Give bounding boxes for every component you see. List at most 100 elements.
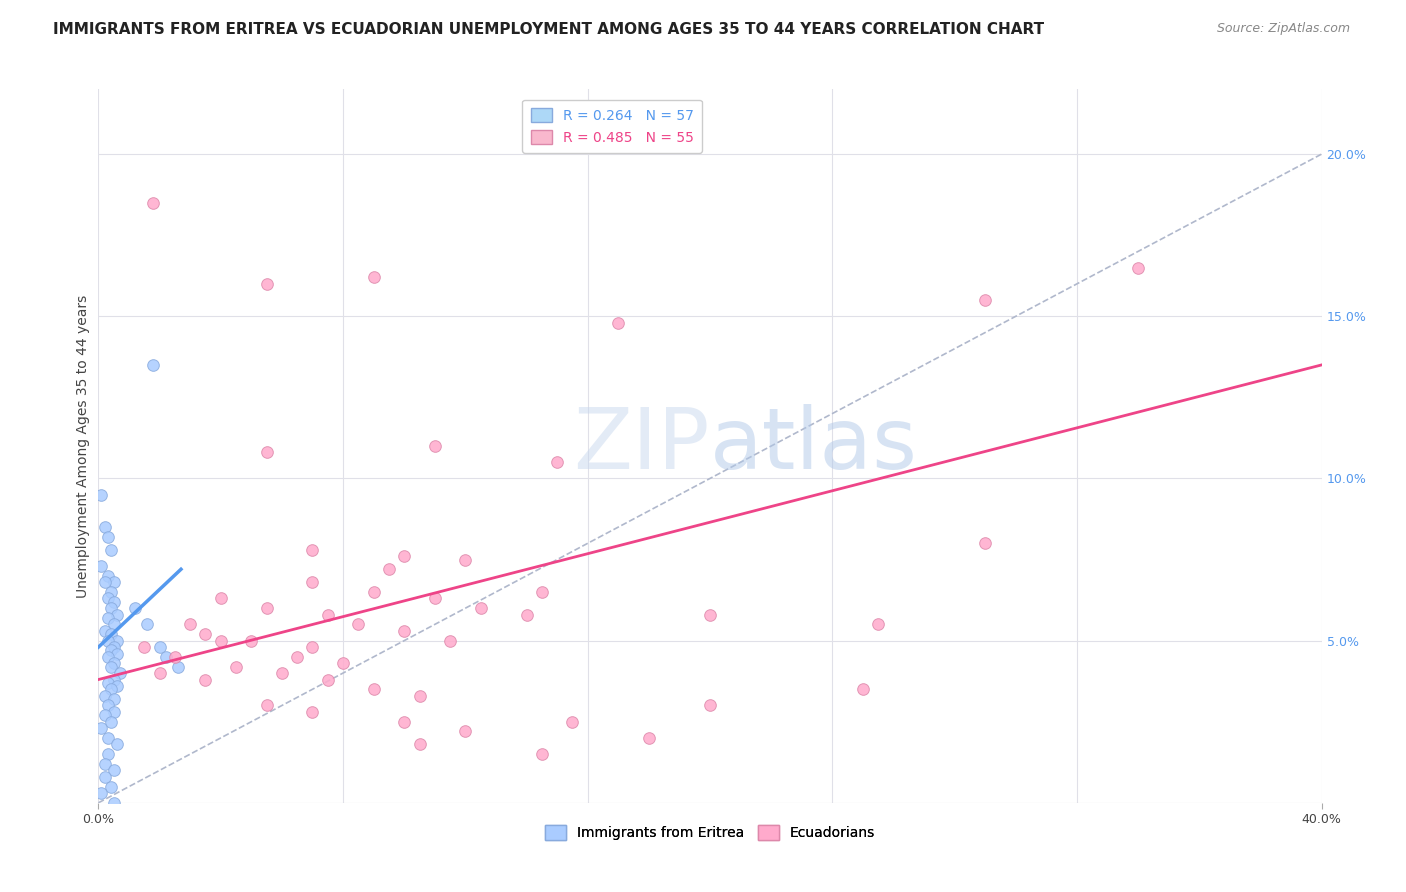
Point <box>1128 260 1150 275</box>
Point <box>136 617 159 632</box>
Point <box>100 825 122 839</box>
Point <box>149 640 172 654</box>
Point <box>103 640 125 654</box>
Point <box>316 607 339 622</box>
Point <box>100 542 122 557</box>
Point <box>316 673 339 687</box>
Point <box>93 756 115 771</box>
Text: ZIP: ZIP <box>574 404 710 488</box>
Point <box>100 714 122 729</box>
Point <box>97 675 120 690</box>
Point <box>423 439 446 453</box>
Point <box>974 293 997 307</box>
Point <box>97 747 120 761</box>
Point <box>516 607 538 622</box>
Point <box>93 841 115 855</box>
Point <box>90 786 112 800</box>
Point <box>301 640 323 654</box>
Point <box>97 731 120 745</box>
Point <box>209 591 232 606</box>
Point <box>392 549 416 564</box>
Point <box>103 575 125 590</box>
Point <box>103 796 125 810</box>
Point <box>363 270 385 285</box>
Legend: Immigrants from Eritrea, Ecuadorians: Immigrants from Eritrea, Ecuadorians <box>540 820 880 846</box>
Point <box>97 698 120 713</box>
Point <box>97 805 120 820</box>
Point <box>194 627 217 641</box>
Point <box>699 698 721 713</box>
Point <box>105 647 128 661</box>
Point <box>90 488 112 502</box>
Point <box>155 649 177 664</box>
Point <box>105 607 128 622</box>
Point <box>301 705 323 719</box>
Point <box>530 747 553 761</box>
Point <box>852 682 875 697</box>
Point <box>546 455 568 469</box>
Text: IMMIGRANTS FROM ERITREA VS ECUADORIAN UNEMPLOYMENT AMONG AGES 35 TO 44 YEARS COR: IMMIGRANTS FROM ERITREA VS ECUADORIAN UN… <box>53 22 1045 37</box>
Point <box>105 738 128 752</box>
Point <box>93 770 115 784</box>
Point <box>97 649 120 664</box>
Point <box>699 607 721 622</box>
Point <box>392 624 416 638</box>
Point <box>347 617 370 632</box>
Point <box>408 689 430 703</box>
Point <box>124 601 146 615</box>
Point <box>561 714 583 729</box>
Point <box>90 721 112 735</box>
Point <box>103 595 125 609</box>
Point <box>103 835 125 849</box>
Point <box>256 277 278 291</box>
Point <box>470 601 492 615</box>
Point <box>454 552 477 566</box>
Point <box>142 195 165 210</box>
Point <box>363 682 385 697</box>
Point <box>530 585 553 599</box>
Point <box>270 666 292 681</box>
Point <box>97 633 120 648</box>
Point <box>179 617 201 632</box>
Point <box>134 640 156 654</box>
Point <box>103 764 125 778</box>
Point <box>301 575 323 590</box>
Point <box>285 649 308 664</box>
Point <box>97 568 120 582</box>
Point <box>93 624 115 638</box>
Point <box>100 601 122 615</box>
Point <box>97 530 120 544</box>
Point <box>97 591 120 606</box>
Point <box>392 714 416 729</box>
Point <box>637 731 661 745</box>
Point <box>167 659 190 673</box>
Point <box>97 611 120 625</box>
Point <box>100 585 122 599</box>
Point <box>142 358 165 372</box>
Point <box>100 627 122 641</box>
Point <box>93 575 115 590</box>
Point <box>163 649 186 664</box>
Point <box>103 692 125 706</box>
Point <box>93 520 115 534</box>
Point <box>868 617 890 632</box>
Point <box>103 617 125 632</box>
Point <box>194 673 217 687</box>
Point <box>100 659 122 673</box>
Point <box>103 657 125 671</box>
Point <box>103 673 125 687</box>
Point <box>256 698 278 713</box>
Point <box>209 633 232 648</box>
Point <box>93 708 115 723</box>
Point <box>105 679 128 693</box>
Point <box>256 601 278 615</box>
Point <box>90 559 112 574</box>
Point <box>423 591 446 606</box>
Point <box>301 542 323 557</box>
Point <box>93 815 115 830</box>
Point <box>408 738 430 752</box>
Point <box>363 585 385 599</box>
Point <box>100 780 122 794</box>
Point <box>256 445 278 459</box>
Point <box>103 705 125 719</box>
